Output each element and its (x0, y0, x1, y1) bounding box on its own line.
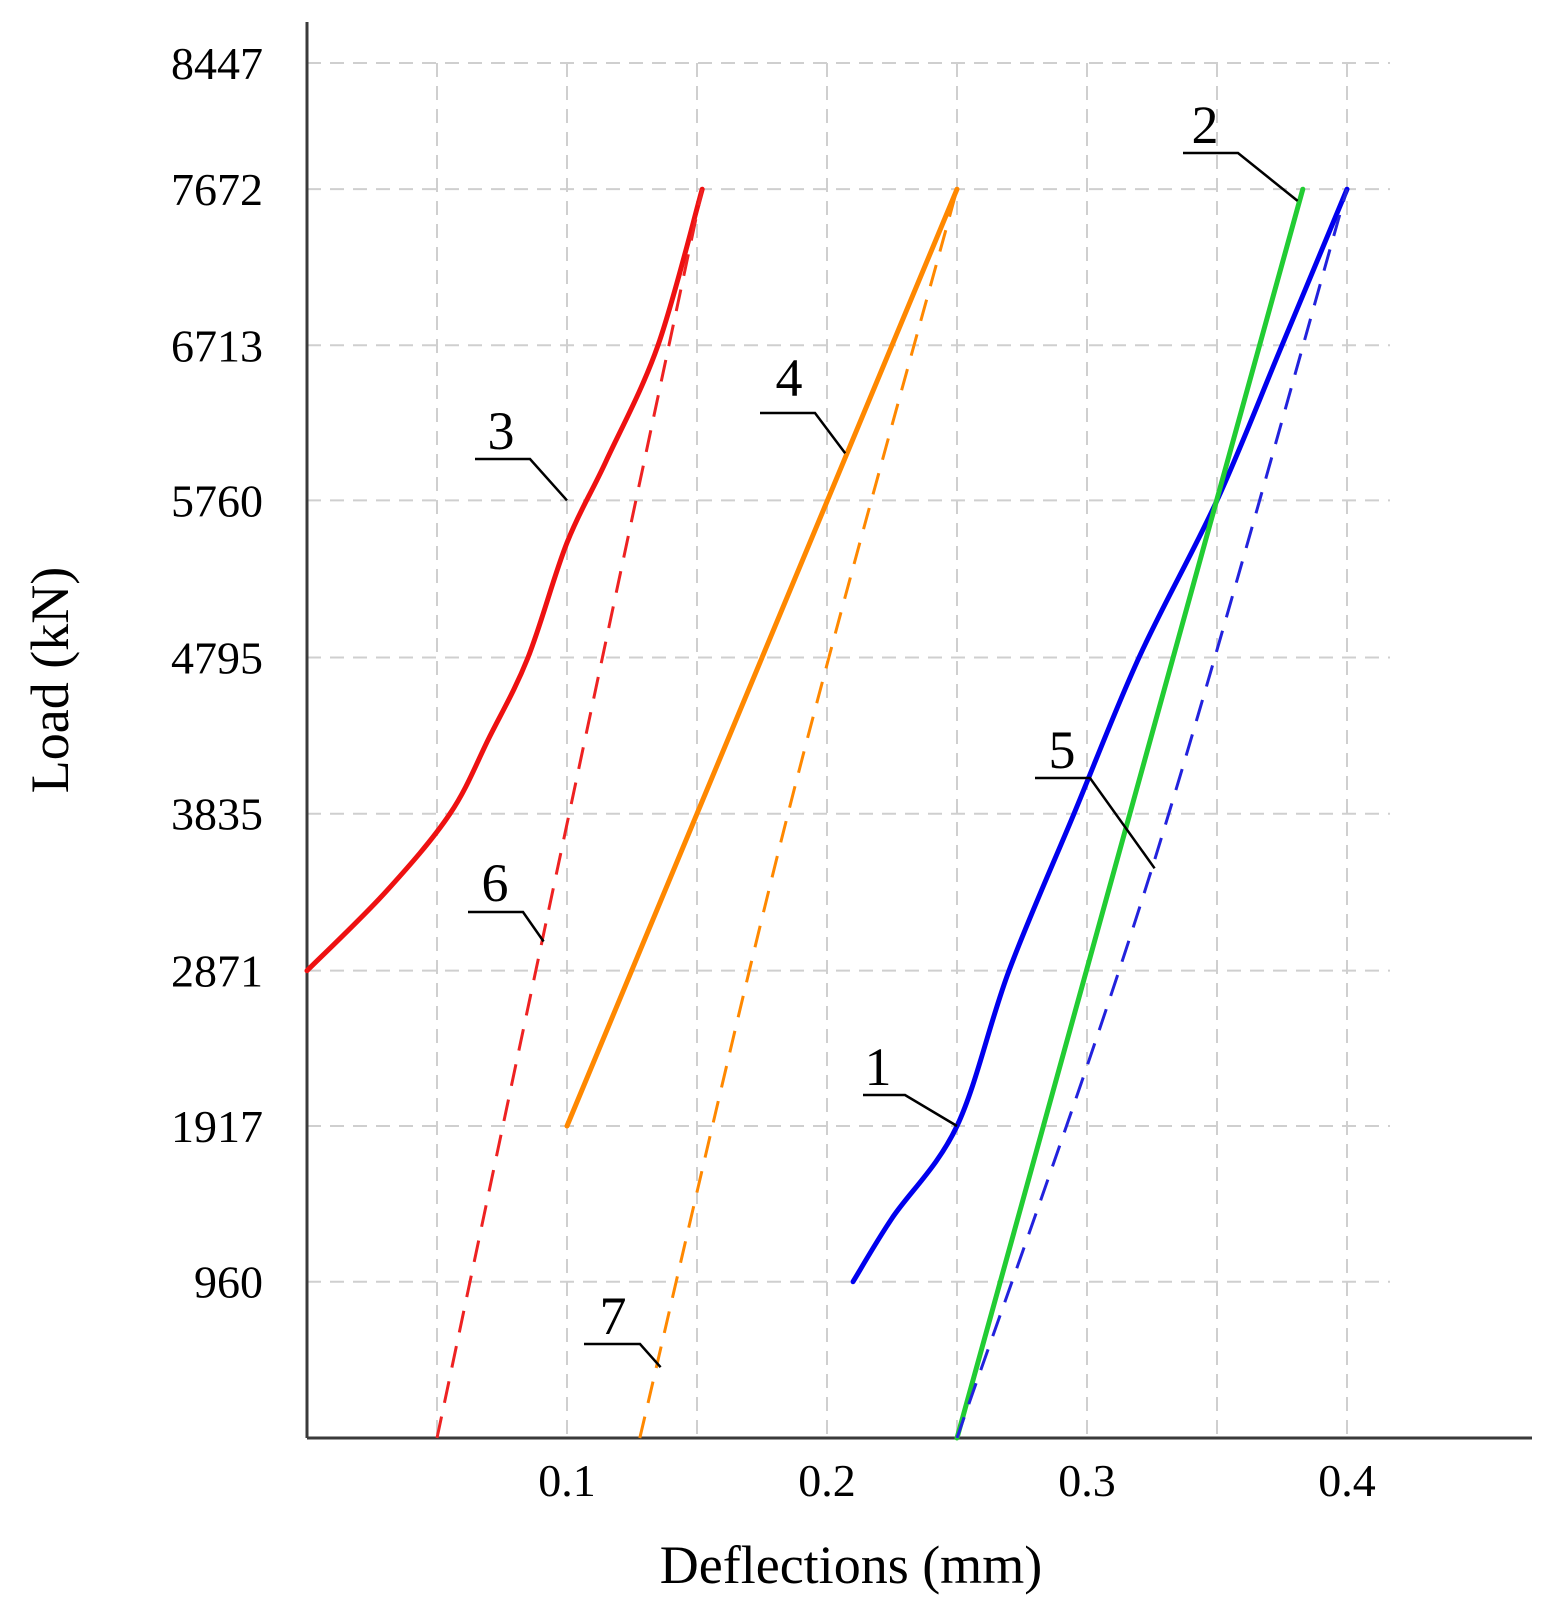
curve-leader-4 (760, 411, 847, 454)
series-7-line (638, 188, 959, 1439)
curve-leader-6 (468, 910, 545, 943)
curve-leader-5 (1035, 776, 1156, 870)
y-tick-label: 1917 (171, 1101, 263, 1152)
y-tick-label: 3835 (171, 789, 263, 840)
y-tick-label: 4795 (171, 632, 263, 683)
grid (307, 62, 1390, 1438)
y-tick-label: 5760 (171, 475, 263, 526)
y-tick-label: 2871 (171, 946, 263, 997)
x-tick-label: 0.1 (538, 1455, 596, 1506)
curve-label-5: 5 (1049, 720, 1076, 780)
series-6-line (435, 188, 704, 1439)
series-1-line (850, 186, 1350, 1285)
curve-leader-7 (584, 1342, 662, 1369)
curve-label-2: 2 (1192, 95, 1219, 155)
y-axis-title: Load (kN) (20, 567, 80, 793)
curve-leader-2 (1183, 151, 1299, 202)
curve-label-6: 6 (482, 853, 509, 913)
curve-label-1: 1 (865, 1037, 892, 1097)
curve-label-4: 4 (776, 348, 803, 408)
curve-labels: 1 2 3 4 5 6 7 (468, 95, 1299, 1369)
curve-label-3: 3 (488, 401, 515, 461)
y-tick-label: 960 (194, 1257, 263, 1308)
series-2-line (954, 186, 1306, 1441)
series-3-line (304, 186, 705, 974)
x-tick-label: 0.3 (1058, 1455, 1116, 1506)
curve-leader-1 (863, 1093, 958, 1128)
series-group (304, 186, 1350, 1441)
curve-label-7: 7 (600, 1286, 627, 1346)
y-tick-label: 7672 (171, 164, 263, 215)
y-tick-label: 8447 (171, 38, 263, 89)
series-5-line (955, 188, 1349, 1439)
series-4-line (564, 186, 960, 1129)
curve-leader-3 (475, 457, 568, 502)
axes (305, 22, 1532, 1440)
y-tick-label: 6713 (171, 320, 263, 371)
x-tick-label: 0.4 (1318, 1455, 1376, 1506)
x-axis-title: Deflections (mm) (660, 1535, 1042, 1595)
x-tick-label: 0.2 (798, 1455, 856, 1506)
